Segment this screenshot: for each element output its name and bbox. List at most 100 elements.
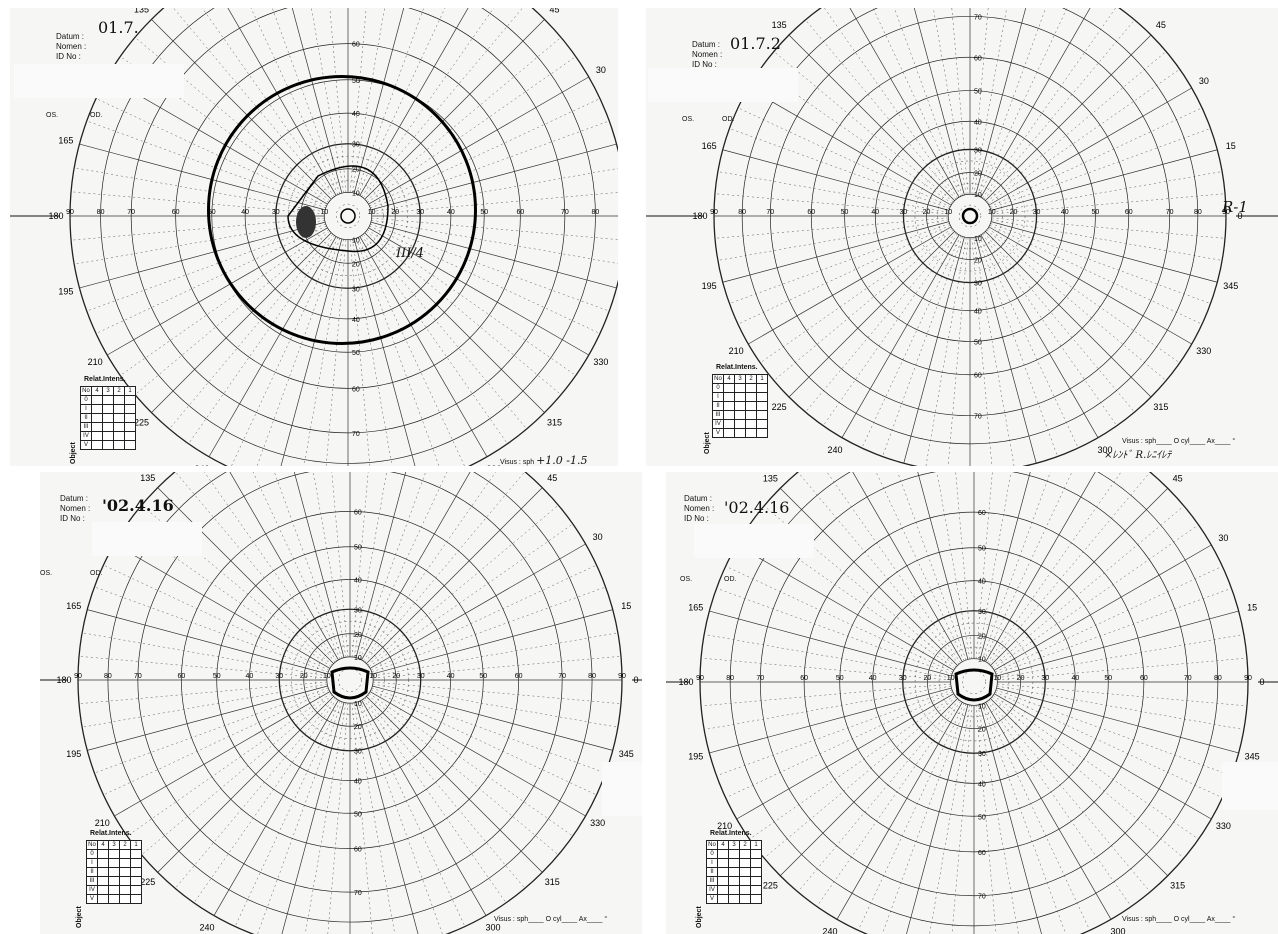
isopter <box>961 207 979 225</box>
ring-label: 70 <box>354 472 362 473</box>
angle-label: 240 <box>822 926 837 934</box>
radial-line <box>992 524 1199 669</box>
ring-label: 90 <box>618 673 626 680</box>
radial-line <box>955 472 973 659</box>
radial-line <box>305 702 347 934</box>
ring-label: 80 <box>104 673 112 680</box>
ring-label: 20 <box>978 727 986 734</box>
radial-line <box>367 505 559 666</box>
perimetry-chart-1: 0153045607590105120135150165180195210225… <box>10 8 618 466</box>
angle-label: 345 <box>1223 281 1238 291</box>
radial-line <box>996 634 1244 679</box>
radial-line <box>87 685 328 751</box>
ring-label: 30 <box>974 147 982 154</box>
radial-line <box>256 238 341 466</box>
radial-line <box>722 221 950 283</box>
radial-line <box>372 632 618 677</box>
isopter <box>207 75 477 345</box>
radial-line <box>79 143 326 211</box>
radial-line <box>991 171 1223 213</box>
radial-line <box>748 87 952 206</box>
angle-label: 345 <box>1245 752 1260 762</box>
angle-label: 30 <box>1199 76 1209 86</box>
od-label: OD. <box>90 570 103 577</box>
radial-line <box>114 543 331 669</box>
id-label: ID No : <box>60 514 85 523</box>
ring-label: 30 <box>272 209 280 216</box>
ring-label: 10 <box>320 209 328 216</box>
ring-label: 20 <box>352 261 360 268</box>
ring-label: 90 <box>710 209 718 216</box>
radial-line <box>82 632 328 677</box>
ring-label: 50 <box>1092 209 1100 216</box>
visual-field-diagram: 0153045607590105120135150165180195210225… <box>666 472 1278 934</box>
radial-line <box>872 8 961 197</box>
angle-label: 165 <box>66 601 81 611</box>
radial-line <box>141 505 333 666</box>
datum-label: Datum : <box>60 494 89 503</box>
angle-label: 165 <box>58 135 73 145</box>
ring-dashed <box>338 668 362 692</box>
angle-label: 135 <box>140 473 155 483</box>
isopter-central <box>330 666 370 700</box>
ring-label: 10 <box>974 236 982 243</box>
ring-label: 40 <box>245 673 253 680</box>
angle-label: 315 <box>545 877 560 887</box>
radial-line <box>993 544 1212 671</box>
radial-line <box>925 237 967 466</box>
radial-line <box>188 235 335 444</box>
ring-label: 70 <box>978 472 986 473</box>
radial-line <box>359 472 448 660</box>
ring-label: 30 <box>354 607 362 614</box>
ring-label: 60 <box>172 209 180 216</box>
ring-label: 40 <box>974 309 982 316</box>
radial-line <box>763 696 957 859</box>
radial-line <box>71 191 325 215</box>
nomen-label: Nomen : <box>60 504 91 513</box>
radial-line <box>737 107 951 207</box>
redacted-area <box>14 64 184 98</box>
grid: 0153045607590105120135150165180195210225… <box>646 8 1278 466</box>
angle-label: 210 <box>717 821 732 831</box>
ring-label: 40 <box>974 119 982 126</box>
radial-line <box>311 8 345 193</box>
ring-label: 30 <box>978 609 986 616</box>
isopter-central <box>340 208 356 224</box>
angle-label: 45 <box>1173 473 1183 483</box>
radial-line <box>977 472 1012 660</box>
angle-label: 135 <box>134 8 149 15</box>
ring-label: 10 <box>988 209 996 216</box>
radial-line <box>989 225 1203 325</box>
margin-note: R-1 <box>1222 198 1248 216</box>
radial-line <box>987 700 1132 907</box>
radial-line <box>353 238 416 466</box>
ring-label: 20 <box>354 724 362 731</box>
radial-line <box>849 8 960 198</box>
ring-label: 10 <box>352 238 360 245</box>
radial-line <box>175 697 336 889</box>
radial-line <box>975 705 997 934</box>
ring-label: 10 <box>947 675 955 682</box>
ring-label: 10 <box>323 673 331 680</box>
object-label: Object <box>70 442 77 464</box>
radial-line <box>983 703 1090 931</box>
ring-label: 20 <box>974 170 982 177</box>
radial-line <box>281 702 345 934</box>
ring-10 <box>947 193 993 239</box>
ring-label: 20 <box>392 673 400 680</box>
ring-label: 10 <box>354 655 362 662</box>
radial-line <box>760 228 953 363</box>
radial-line <box>897 472 967 661</box>
angle-label: 195 <box>66 749 81 759</box>
ring-dashed <box>958 204 982 228</box>
radial-line <box>773 229 954 381</box>
angle-label: 240 <box>199 923 214 933</box>
radial-line <box>363 233 527 430</box>
radial-line <box>704 634 952 679</box>
isopter <box>330 666 370 700</box>
angle-label: 210 <box>729 346 744 356</box>
radial-line <box>975 236 1037 464</box>
ring-label: 20 <box>924 675 932 682</box>
angle-label: 210 <box>88 357 103 367</box>
angle-label: 300 <box>1110 926 1125 934</box>
